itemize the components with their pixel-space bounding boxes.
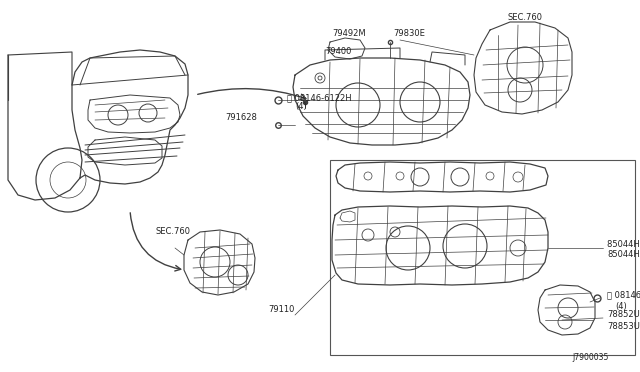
Text: 78852U(RH): 78852U(RH) (607, 311, 640, 320)
Text: 85044H (RH): 85044H (RH) (607, 241, 640, 250)
Text: 79492M: 79492M (332, 29, 365, 38)
Bar (330, 160, 635, 355)
Text: (4): (4) (295, 103, 307, 112)
Text: 79110: 79110 (268, 305, 294, 314)
Text: J7900035: J7900035 (572, 353, 609, 362)
Text: 79830E: 79830E (393, 29, 425, 38)
Text: 78853U(LH): 78853U(LH) (607, 321, 640, 330)
Text: 791628: 791628 (225, 113, 257, 122)
Text: 79400: 79400 (325, 48, 351, 57)
Text: 85044HA(LH): 85044HA(LH) (607, 250, 640, 260)
Text: SEC.760: SEC.760 (508, 13, 543, 22)
Text: (4): (4) (615, 301, 627, 311)
Text: ⒱ 08146-6102G: ⒱ 08146-6102G (607, 291, 640, 299)
Text: SEC.760: SEC.760 (155, 228, 190, 237)
Text: ⒱ 08146-6122H: ⒱ 08146-6122H (287, 93, 351, 103)
